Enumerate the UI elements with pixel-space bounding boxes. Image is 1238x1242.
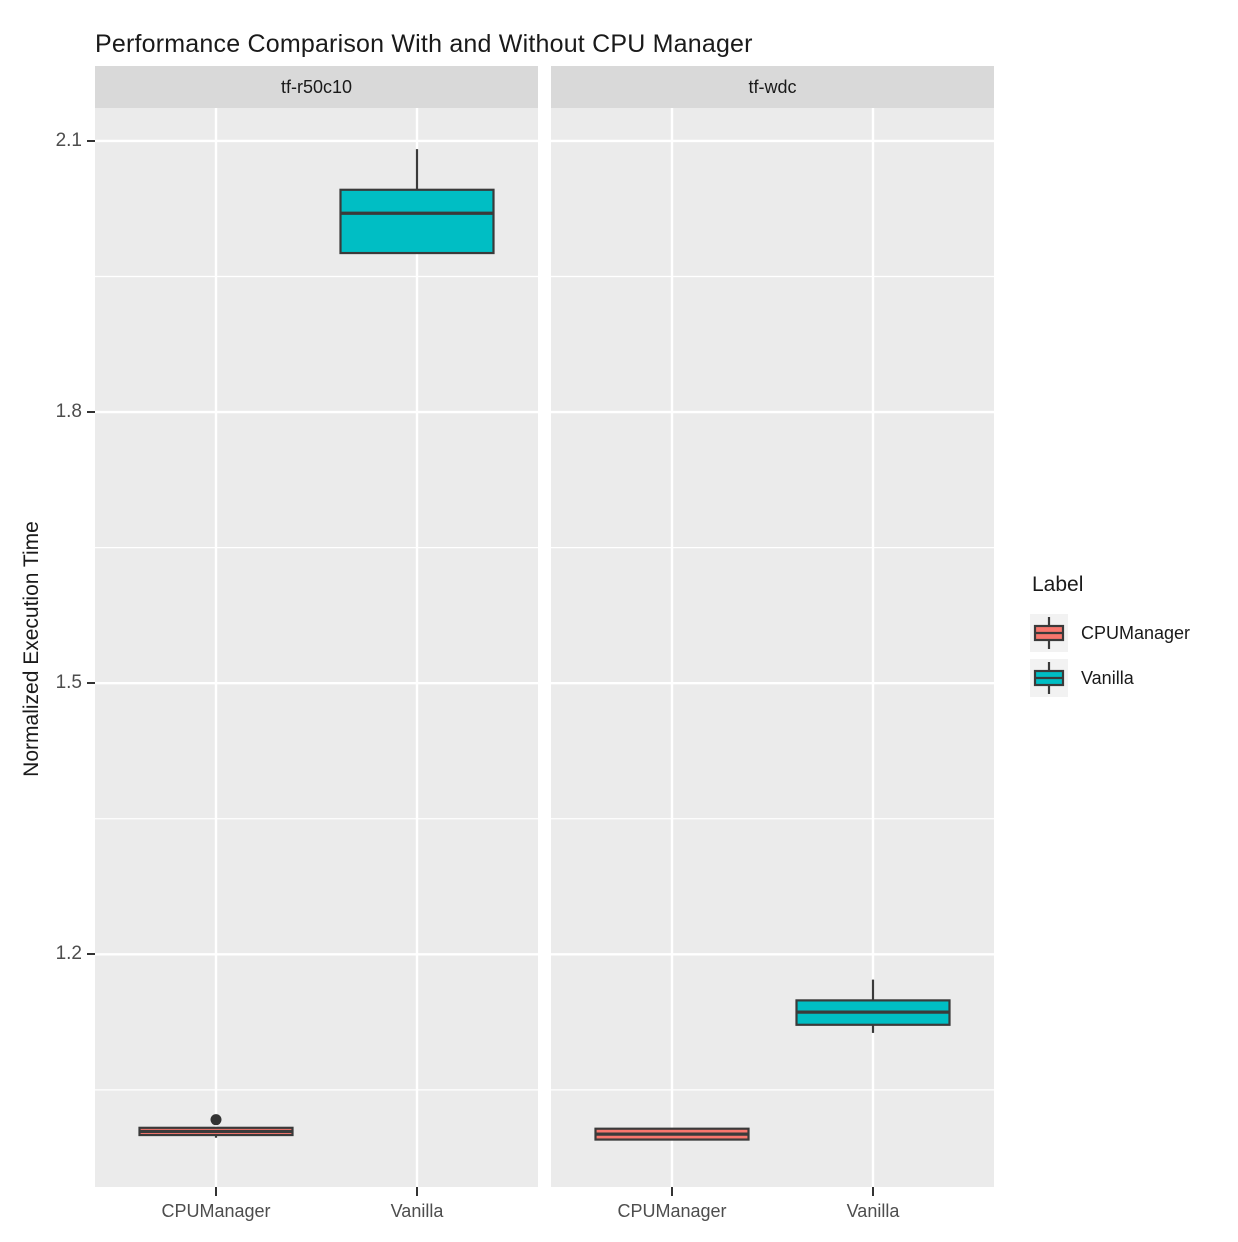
- y-tick-label-1.5: 1.5: [55, 672, 82, 694]
- legend-title: Label: [1032, 573, 1084, 596]
- legend-entry-vanilla: Vanilla: [1030, 659, 1190, 697]
- x-tick-mark-Vanilla: [415, 1187, 419, 1196]
- x-tick-label-Vanilla: Vanilla: [390, 1201, 444, 1221]
- x-tick-label-Vanilla: Vanilla: [846, 1201, 900, 1221]
- y-tick-mark-2.1: [87, 139, 95, 143]
- panel-canvas-tf-r50c10: [95, 108, 538, 1187]
- legend-entry-label: CPUManager: [1081, 622, 1191, 643]
- y-tick-mark-1.8: [87, 410, 95, 414]
- boxplot-glyph-Vanilla: [1033, 662, 1065, 694]
- facet-strip-label: tf-r50c10: [280, 76, 353, 97]
- x-tick-mark-CPUManager: [214, 1187, 218, 1196]
- x-tick-label-CPUManager: CPUManager: [617, 1201, 727, 1221]
- boxplot-key-icon: [1030, 614, 1068, 652]
- y-tick-label-1.2: 1.2: [55, 943, 82, 965]
- boxplot-glyph-CPUManager: [1033, 617, 1065, 649]
- panel-canvas-tf-wdc: [551, 108, 994, 1187]
- y-axis-title: Normalized Execution Time: [20, 521, 43, 777]
- facet-strip-label: tf-wdc: [748, 76, 797, 97]
- y-tick-label-1.8: 1.8: [55, 401, 82, 423]
- legend-entry-label: Vanilla: [1081, 667, 1134, 688]
- legend-entry-cpumanager: CPUManager: [1030, 614, 1190, 652]
- legend-entries: CPUManager Vanilla: [1030, 614, 1190, 697]
- plot-title: Performance Comparison With and Without …: [95, 30, 753, 58]
- outlier-tf-r50c10-CPUManager: [210, 1114, 222, 1126]
- x-tick-mark-Vanilla: [871, 1187, 875, 1196]
- boxplot-key-icon: [1030, 659, 1068, 697]
- y-tick-mark-1.5: [87, 681, 95, 685]
- facet-panel-tf-r50c10: [95, 108, 538, 1187]
- facet-panel-tf-wdc: [551, 108, 994, 1187]
- facet-strip-tf-r50c10: tf-r50c10: [95, 66, 538, 108]
- y-tick-mark-1.2: [87, 953, 95, 956]
- x-tick-label-CPUManager: CPUManager: [161, 1201, 271, 1221]
- box-tf-r50c10-Vanilla: [339, 188, 495, 255]
- y-tick-label-2.1: 2.1: [55, 129, 82, 151]
- panel-background: [95, 108, 538, 1187]
- x-tick-mark-CPUManager: [670, 1187, 674, 1196]
- facet-strip-tf-wdc: tf-wdc: [551, 66, 994, 108]
- legend: Label CPUManager Vanilla: [1030, 573, 1190, 697]
